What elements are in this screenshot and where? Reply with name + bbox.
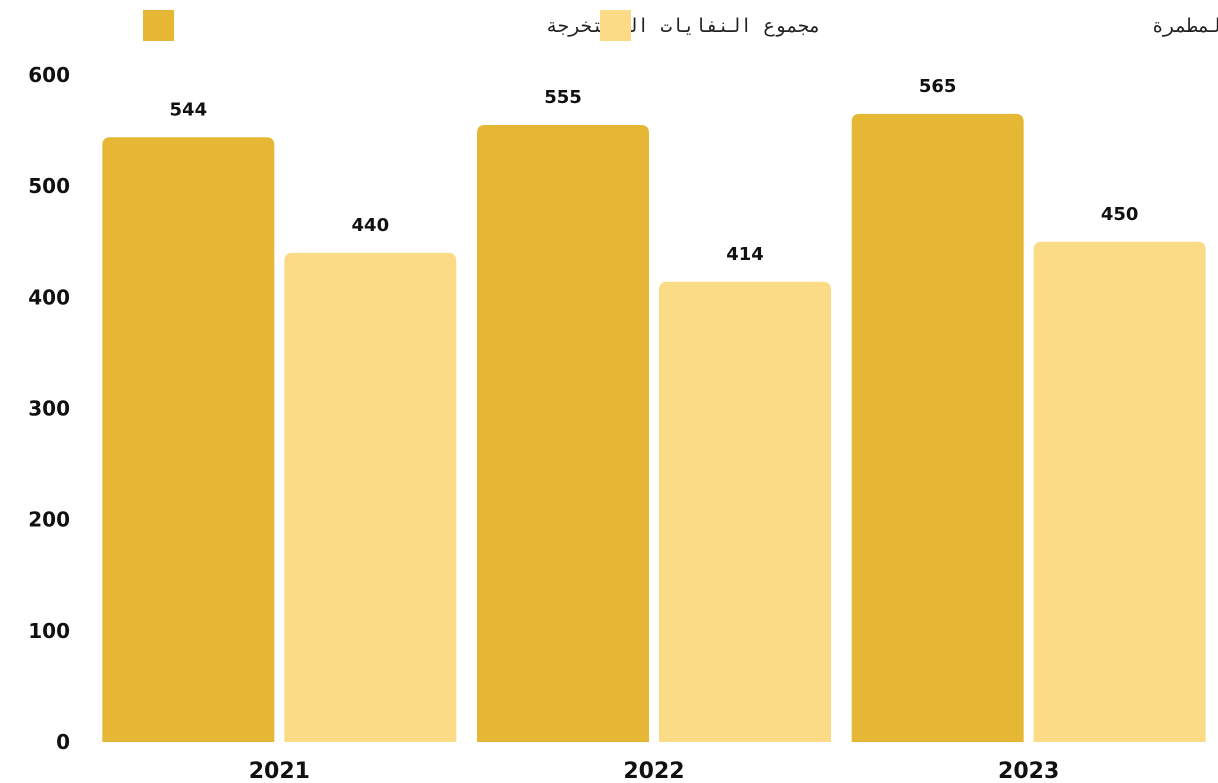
bars [102, 113, 1206, 743]
legend: مجموع النفايات المستخرجة مجموع النفايات ا… [143, 10, 1218, 41]
legend-label-series-1: مجموع النفايات المستخرجة [546, 15, 821, 37]
data-label-series-2-2021: 440 [352, 215, 390, 236]
y-tick-label: 500 [28, 174, 70, 198]
y-tick-label: 400 [28, 285, 70, 309]
legend-swatch-series-1 [143, 10, 174, 41]
bar-series-1-2022 [477, 125, 649, 742]
bar-series-1-2023 [851, 113, 1024, 743]
y-tick-label: 100 [28, 619, 70, 643]
bar-series-1-2021 [102, 137, 275, 743]
bar-series-2-2021 [284, 252, 457, 742]
data-label-series-2-2022: 414 [726, 244, 764, 265]
y-tick-label: 600 [28, 63, 70, 87]
y-tick-label: 200 [28, 508, 70, 532]
y-tick-label: 300 [28, 397, 70, 421]
bar-series-2-2022 [659, 281, 831, 742]
bar-series-2-2023 [1033, 241, 1206, 742]
legend-swatch-series-2 [600, 10, 631, 41]
x-axis: 2021 2022 2023 [249, 759, 1060, 783]
x-tick-label: 2022 [623, 759, 684, 783]
x-tick-label: 2023 [998, 759, 1059, 783]
data-label-series-1-2022: 555 [544, 87, 582, 108]
data-label-series-1-2021: 544 [170, 99, 208, 120]
x-tick-label: 2021 [249, 759, 310, 783]
y-tick-label: 0 [56, 730, 70, 754]
legend-label-series-2: مجموع النفايات المستخرجة من المطمرة [1152, 15, 1218, 37]
data-label-series-1-2023: 565 [919, 76, 957, 97]
data-labels: 544 440 555 414 565 450 [170, 76, 1139, 265]
data-label-series-2-2023: 450 [1101, 204, 1139, 225]
y-axis: 0 100 200 300 400 500 600 [28, 63, 70, 754]
